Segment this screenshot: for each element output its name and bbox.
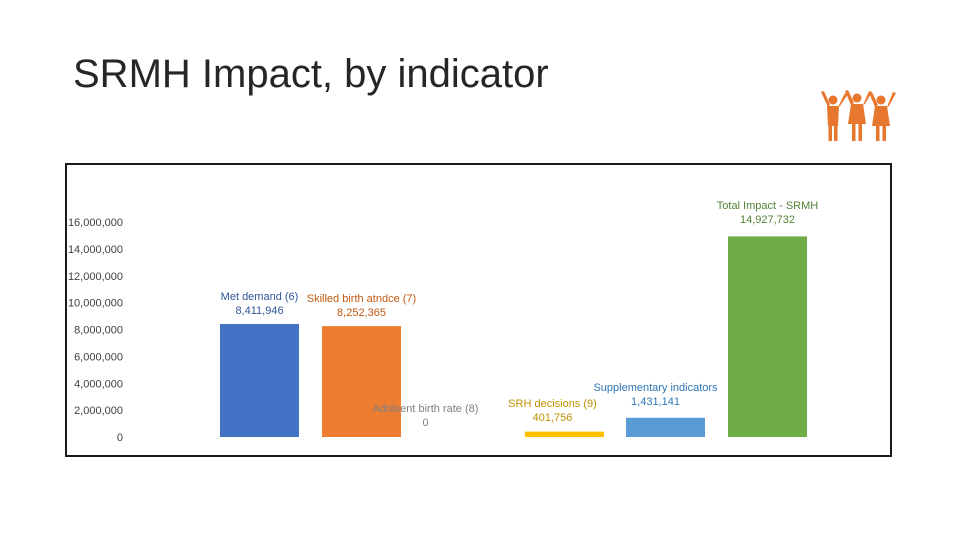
value-label: 8,411,946	[235, 305, 283, 317]
category-label: SRH decisions (9)	[508, 398, 597, 410]
bar	[728, 236, 807, 437]
category-label: Adolsent birth rate (8)	[373, 403, 479, 415]
people-celebrating-icon	[821, 90, 896, 141]
value-label: 8,252,365	[337, 307, 386, 319]
page-title: SRMH Impact, by indicator	[73, 52, 549, 96]
y-tick-label: 14,000,000	[68, 244, 123, 256]
value-label: 1,431,141	[631, 396, 680, 408]
y-tick-label: 6,000,000	[74, 351, 123, 363]
chart-frame: 0 2,000,000 4,000,000 6,000,000 8,000,000 10,…	[65, 163, 892, 457]
value-label: 0	[422, 417, 428, 429]
y-tick-label: 0	[117, 432, 123, 444]
value-label: 14,927,732	[740, 214, 795, 226]
category-label: Supplementary indicators	[593, 382, 718, 394]
y-tick-label: 10,000,000	[68, 298, 123, 310]
y-tick-label: 2,000,000	[74, 405, 123, 417]
category-label: Skilled birth atndce (7)	[307, 293, 416, 305]
y-tick-label: 12,000,000	[68, 271, 123, 283]
category-label: Met demand (6)	[221, 291, 299, 303]
category-label: Total Impact - SRMH	[717, 200, 819, 212]
bar	[220, 323, 299, 437]
bar-chart: 0 2,000,000 4,000,000 6,000,000 8,000,000 10,…	[68, 200, 819, 444]
bar	[525, 431, 604, 437]
value-label: 401,756	[533, 412, 573, 424]
bar	[626, 417, 705, 437]
y-tick-label: 16,000,000	[68, 217, 123, 229]
y-tick-label: 4,000,000	[74, 378, 123, 390]
y-tick-label: 8,000,000	[74, 325, 123, 337]
bar	[322, 326, 401, 437]
